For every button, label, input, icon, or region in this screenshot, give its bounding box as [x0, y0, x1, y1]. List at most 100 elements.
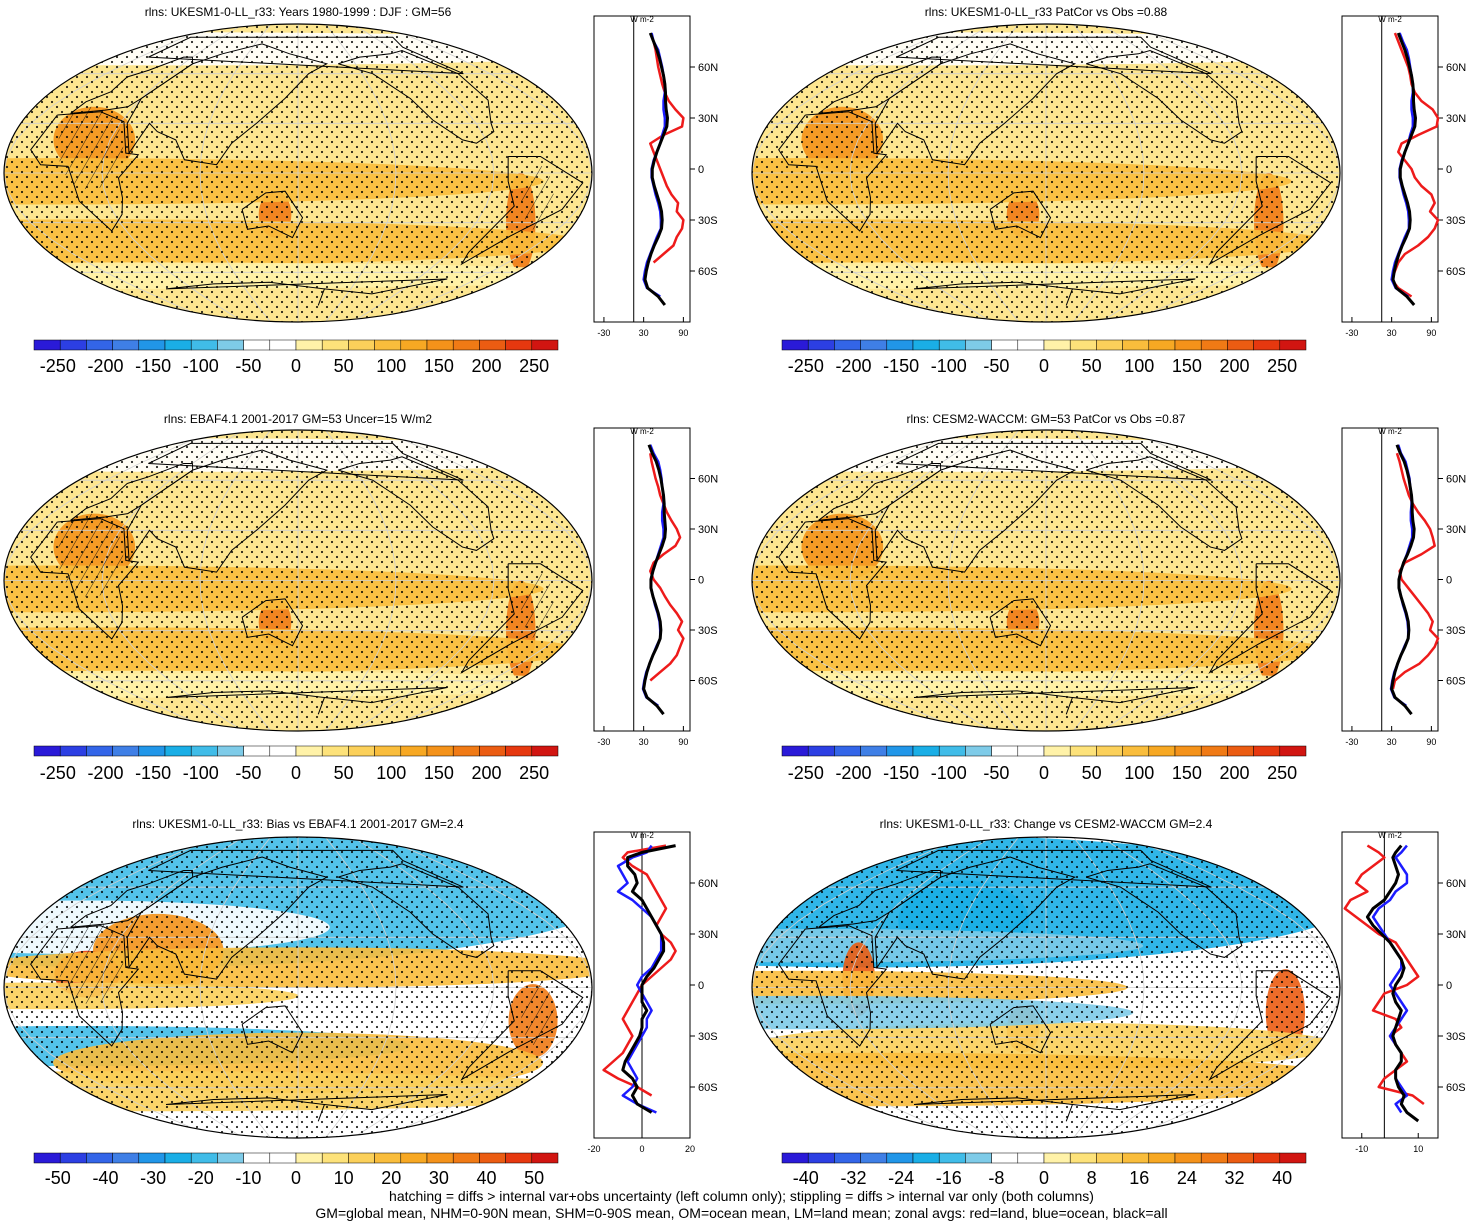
colorbar-tick-label: 150	[424, 763, 454, 783]
coastline-namerica	[338, 863, 495, 958]
colorbar-tick-label: -250	[40, 356, 76, 376]
colorbar-swatch	[1069, 339, 1097, 351]
coastline-samerica	[460, 155, 584, 266]
colorbar-tick-label: 0	[291, 356, 301, 376]
profile-lat-label: 60S	[698, 676, 718, 688]
colorbar-swatch	[1227, 339, 1254, 351]
coastline-europe	[818, 462, 942, 521]
colorbar-tick-label: -30	[140, 1168, 166, 1188]
profile-x-label: -30	[1345, 328, 1358, 338]
colorbar-tick-label: -200	[87, 356, 123, 376]
colorbar-swatch	[912, 745, 940, 757]
colorbar-swatch	[374, 339, 402, 351]
colorbar-tick-label: -250	[788, 763, 824, 783]
profile-lat-label: 30S	[1446, 1031, 1466, 1043]
colorbar-tick-label: -200	[835, 763, 871, 783]
profile-unit-label: W m-2	[1378, 831, 1402, 840]
colorbar-swatch	[1043, 339, 1071, 351]
colorbar-swatch	[243, 745, 271, 757]
zonal-profile: W m-2 60N 30N 0 30S 60S -30 30 90	[593, 15, 718, 338]
profile-lat-label: 30N	[698, 113, 718, 125]
profile-x-label: -10	[1355, 1144, 1368, 1154]
colorbar-swatch	[33, 745, 61, 757]
coastline-asia	[126, 43, 329, 166]
colorbar-swatch	[59, 1152, 87, 1164]
colorbar-swatch	[1122, 339, 1150, 351]
colorbar-swatch	[348, 745, 375, 757]
colorbar-swatch	[321, 1152, 349, 1164]
colorbar-swatch	[269, 745, 297, 757]
colorbar-tick-label: 20	[381, 1168, 401, 1188]
colorbar-swatch	[138, 339, 166, 351]
profile-lat-label: 0	[698, 164, 704, 176]
profile-lat-label: 0	[698, 575, 704, 587]
profile-series-all	[621, 844, 676, 1114]
colorbar-tick-label: 250	[1267, 763, 1297, 783]
coastline-greenland	[896, 36, 1212, 75]
map-outline	[751, 23, 1341, 323]
colorbar-tick-label: -250	[40, 763, 76, 783]
colorbar-swatch	[1122, 745, 1150, 757]
coastline-africa	[778, 518, 888, 640]
coastline-greenland	[148, 36, 464, 75]
profile-lat-label: 30N	[1446, 929, 1466, 941]
coastline-antarctica	[913, 278, 1196, 306]
map-outline	[3, 836, 593, 1139]
colorbar-swatch	[505, 1152, 533, 1164]
coastline-asia	[126, 449, 329, 573]
map-title: rlns: UKESM1-0-LL_r33: Bias vs EBAF4.1 2…	[132, 817, 463, 831]
colorbar-swatch	[269, 339, 297, 351]
profile-series-land	[1343, 844, 1425, 1105]
colorbar-tick-label: 150	[1172, 763, 1202, 783]
profile-series-land	[649, 41, 685, 264]
hatching	[521, 572, 554, 640]
coastline-africa	[778, 111, 888, 232]
colorbar-tick-label: 250	[519, 356, 549, 376]
colorbar-tick-label: 0	[1039, 1168, 1049, 1188]
colorbar-tick-label: 0	[1039, 763, 1049, 783]
coastline-europe	[818, 869, 942, 928]
colorbar-swatch	[781, 1152, 809, 1164]
map-field	[4, 837, 592, 1138]
profile-lat-label: 60S	[698, 1082, 718, 1094]
profile-series-all	[1390, 444, 1416, 716]
profile-x-label: 30	[1387, 328, 1397, 338]
colorbar-swatch	[321, 745, 349, 757]
colorbar-tick-label: -24	[888, 1168, 914, 1188]
colorbar-tick-label: 40	[1272, 1168, 1292, 1188]
colorbar-swatch	[1148, 1152, 1176, 1164]
colorbar-swatch	[1069, 1152, 1097, 1164]
profile-x-label: 30	[639, 737, 649, 747]
colorbar-swatch	[400, 745, 428, 757]
colorbar-tick-label: -50	[983, 356, 1009, 376]
hatching	[57, 513, 124, 598]
colorbar-swatch	[243, 339, 271, 351]
colorbar-tick-label: -100	[183, 763, 219, 783]
colorbar-swatch	[912, 339, 940, 351]
colorbar-swatch	[1227, 1152, 1254, 1164]
colorbar-tick-label: 100	[376, 356, 406, 376]
coastline-europe	[70, 869, 194, 928]
colorbar-tick-label: 8	[1087, 1168, 1097, 1188]
profile-x-label: 30	[1387, 737, 1397, 747]
colorbar-swatch	[86, 1152, 113, 1164]
zonal-profile: W m-2 60N 30N 0 30S 60S -30 30 90	[1341, 427, 1466, 747]
profile-x-label: 20	[685, 1144, 695, 1154]
colorbar-swatch	[1174, 745, 1202, 757]
colorbar-swatch	[991, 1152, 1019, 1164]
colorbar-tick-label: -50	[983, 763, 1009, 783]
profile-x-label: 90	[678, 328, 688, 338]
profile-lat-label: 30S	[698, 1031, 718, 1043]
colorbar-tick-label: 100	[376, 763, 406, 783]
profile-lat-label: 60N	[1446, 878, 1466, 890]
colorbar-swatch	[479, 339, 506, 351]
colorbar-swatch	[33, 339, 61, 351]
colorbar-swatch	[479, 745, 506, 757]
hatching	[57, 106, 124, 190]
profile-lat-label: 30N	[698, 524, 718, 536]
colorbar-tick-label: -50	[235, 763, 261, 783]
coastline-samerica	[1208, 970, 1332, 1081]
coastline-antarctica	[165, 278, 448, 306]
map-outline	[3, 23, 593, 323]
colorbar-tick-label: 40	[477, 1168, 497, 1188]
